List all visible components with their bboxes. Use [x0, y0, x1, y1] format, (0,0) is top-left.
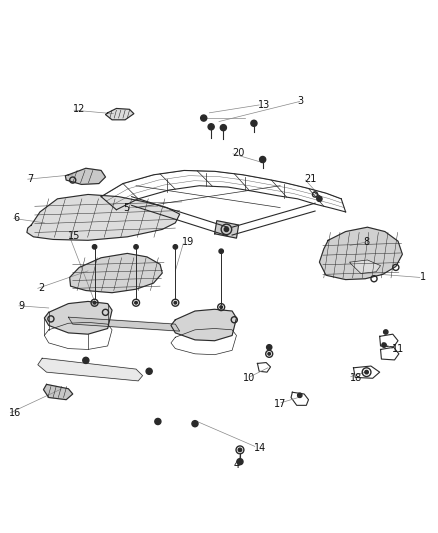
Circle shape: [237, 458, 243, 465]
Circle shape: [268, 352, 271, 355]
Text: 18: 18: [350, 373, 362, 383]
Circle shape: [267, 345, 272, 350]
Polygon shape: [38, 358, 143, 381]
Text: 14: 14: [254, 443, 266, 453]
Text: 9: 9: [18, 301, 24, 311]
Circle shape: [384, 330, 388, 334]
Circle shape: [317, 196, 322, 201]
Text: 5: 5: [123, 203, 130, 213]
Circle shape: [92, 245, 97, 249]
Text: 6: 6: [14, 214, 20, 223]
Circle shape: [146, 368, 152, 374]
Circle shape: [173, 245, 177, 249]
Circle shape: [365, 370, 368, 374]
Polygon shape: [44, 302, 112, 334]
Polygon shape: [43, 384, 73, 400]
Text: 2: 2: [38, 284, 44, 293]
Text: 3: 3: [297, 95, 304, 106]
Polygon shape: [27, 195, 180, 240]
Circle shape: [260, 157, 266, 163]
Polygon shape: [106, 108, 134, 120]
Circle shape: [93, 302, 96, 304]
Circle shape: [220, 125, 226, 131]
Circle shape: [174, 302, 177, 304]
Circle shape: [201, 115, 207, 121]
Circle shape: [155, 418, 161, 425]
Text: 11: 11: [392, 344, 404, 354]
Circle shape: [238, 448, 242, 451]
Circle shape: [251, 120, 257, 126]
Circle shape: [224, 227, 229, 231]
Circle shape: [83, 357, 89, 364]
Text: 13: 13: [258, 100, 271, 110]
Polygon shape: [68, 317, 180, 331]
Text: 21: 21: [304, 174, 317, 184]
Circle shape: [219, 249, 223, 253]
Text: 1: 1: [420, 272, 426, 282]
Polygon shape: [350, 260, 381, 273]
Circle shape: [382, 343, 386, 348]
Polygon shape: [171, 309, 237, 341]
Text: 10: 10: [244, 373, 256, 383]
Text: 15: 15: [68, 231, 81, 241]
Circle shape: [192, 421, 198, 427]
Text: 17: 17: [274, 399, 286, 409]
Text: 19: 19: [182, 238, 194, 247]
Text: 16: 16: [10, 408, 21, 418]
Circle shape: [297, 393, 302, 398]
Polygon shape: [65, 168, 106, 184]
Polygon shape: [70, 253, 162, 293]
Circle shape: [208, 124, 214, 130]
Circle shape: [134, 245, 138, 249]
Text: 12: 12: [73, 104, 85, 114]
Circle shape: [220, 306, 223, 309]
Text: 4: 4: [233, 460, 240, 470]
Polygon shape: [215, 221, 239, 238]
Text: 8: 8: [363, 238, 369, 247]
Circle shape: [135, 302, 138, 304]
Polygon shape: [319, 227, 403, 280]
Text: 7: 7: [27, 174, 33, 184]
Text: 20: 20: [232, 148, 244, 158]
